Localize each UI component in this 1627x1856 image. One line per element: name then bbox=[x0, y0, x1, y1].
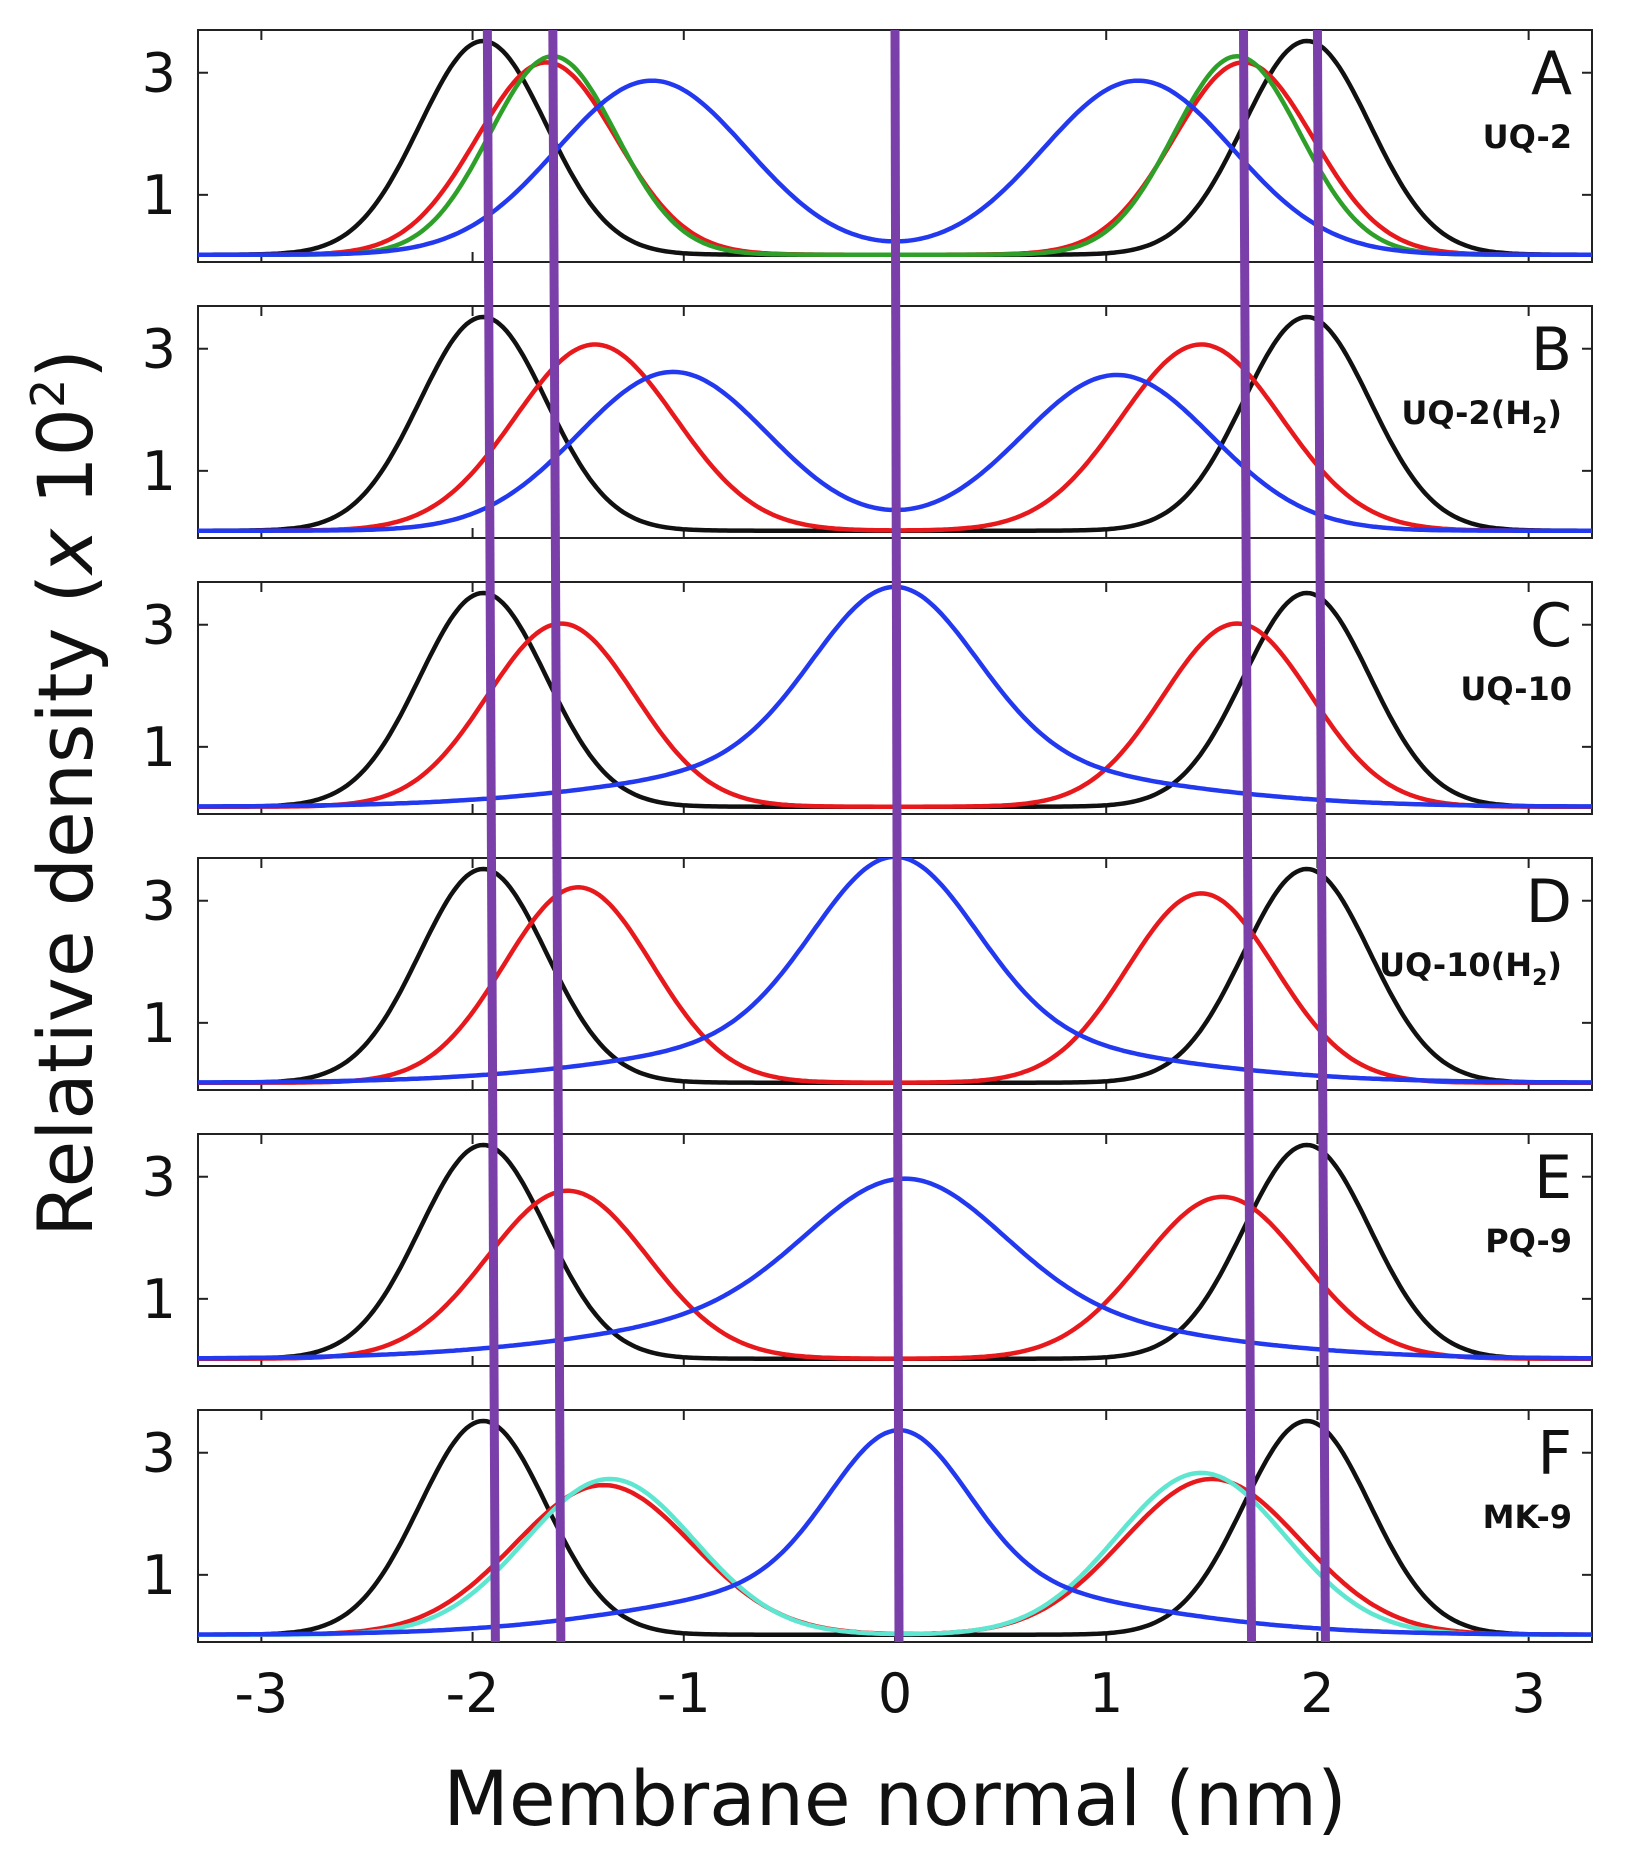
y-tick-label: 3 bbox=[142, 1422, 176, 1485]
compound-label: MK-9 bbox=[1483, 1498, 1572, 1536]
y-tick-label: 3 bbox=[142, 870, 176, 933]
x-tick-label: 0 bbox=[878, 1662, 912, 1725]
compound-label: UQ-2 bbox=[1483, 118, 1572, 156]
y-axis-title-main: Relative density ( bbox=[21, 574, 110, 1237]
reference-line bbox=[482, 29, 500, 1643]
x-axis: -3 -2 -1 0 1 2 3 bbox=[234, 1662, 1545, 1725]
compound-subscript: 2 bbox=[1532, 966, 1547, 991]
x-tick-label: 3 bbox=[1511, 1662, 1545, 1725]
reference-line bbox=[890, 29, 904, 1643]
y-tick-label: 3 bbox=[142, 318, 176, 381]
compound-label: UQ-10(H bbox=[1379, 946, 1532, 984]
x-tick-label: -2 bbox=[446, 1662, 500, 1725]
reference-line bbox=[548, 29, 566, 1643]
panel-compound-name: PQ-9 bbox=[1485, 1222, 1572, 1260]
y-tick-label: 1 bbox=[142, 164, 176, 227]
panel-letter: A bbox=[1531, 39, 1572, 109]
compound-label: UQ-2(H bbox=[1401, 394, 1532, 432]
panel-a: 1 3 A UQ-2 bbox=[142, 29, 1593, 263]
x-tick-label: -1 bbox=[657, 1662, 711, 1725]
y-axis-title-exponent: 2 bbox=[21, 379, 75, 408]
panel-compound-name: UQ-10(H2) bbox=[1379, 946, 1562, 991]
panel-letter: E bbox=[1534, 1143, 1572, 1213]
panel-e: 1 3 E PQ-9 bbox=[142, 1133, 1593, 1367]
panel-compound-name: UQ-2(H2) bbox=[1401, 394, 1562, 439]
x-axis-title: Membrane normal (nm) bbox=[443, 1754, 1346, 1843]
panel-f: 1 3 F MK-9 bbox=[142, 1409, 1593, 1643]
x-tick-label: 1 bbox=[1089, 1662, 1123, 1725]
y-tick-label: 3 bbox=[142, 594, 176, 657]
reference-lines bbox=[482, 29, 1330, 1643]
panel-letter: D bbox=[1526, 867, 1572, 937]
panel-d: 1 3 D UQ-10(H2) bbox=[142, 857, 1593, 1091]
x-tick-label: -3 bbox=[234, 1662, 288, 1725]
compound-subscript: 2 bbox=[1532, 414, 1547, 439]
panel-compound-name: MK-9 bbox=[1483, 1498, 1572, 1536]
y-tick-label: 1 bbox=[142, 1544, 176, 1607]
y-tick-label: 1 bbox=[142, 716, 176, 779]
y-tick-label: 1 bbox=[142, 992, 176, 1055]
panel-letter: C bbox=[1530, 591, 1572, 661]
reference-line bbox=[1312, 29, 1330, 1643]
y-axis-title-x: x bbox=[21, 528, 110, 576]
y-axis-title-close: ) bbox=[21, 349, 110, 379]
series-line-blue bbox=[198, 858, 1592, 1085]
y-tick-label: 1 bbox=[142, 440, 176, 503]
y-tick-label: 3 bbox=[142, 1146, 176, 1209]
panel-letter: B bbox=[1531, 315, 1572, 385]
x-tick-label: 2 bbox=[1300, 1662, 1334, 1725]
panel-compound-name: UQ-2 bbox=[1483, 118, 1572, 156]
compound-label: PQ-9 bbox=[1485, 1222, 1572, 1260]
y-axis-title-ten: 10 bbox=[21, 408, 110, 529]
y-axis-title: Relative density (x 102) bbox=[21, 349, 110, 1237]
compound-close: ) bbox=[1547, 394, 1562, 432]
panel-b: 1 3 B UQ-2(H2) bbox=[142, 305, 1593, 539]
panel-compound-name: UQ-10 bbox=[1460, 670, 1572, 708]
compound-close: ) bbox=[1547, 946, 1562, 984]
y-tick-label: 3 bbox=[142, 42, 176, 105]
panel-letter: F bbox=[1537, 1419, 1572, 1489]
reference-line bbox=[1239, 29, 1256, 1643]
compound-label: UQ-10 bbox=[1460, 670, 1572, 708]
y-tick-label: 1 bbox=[142, 1268, 176, 1331]
panel-c: 1 3 C UQ-10 bbox=[142, 581, 1593, 815]
